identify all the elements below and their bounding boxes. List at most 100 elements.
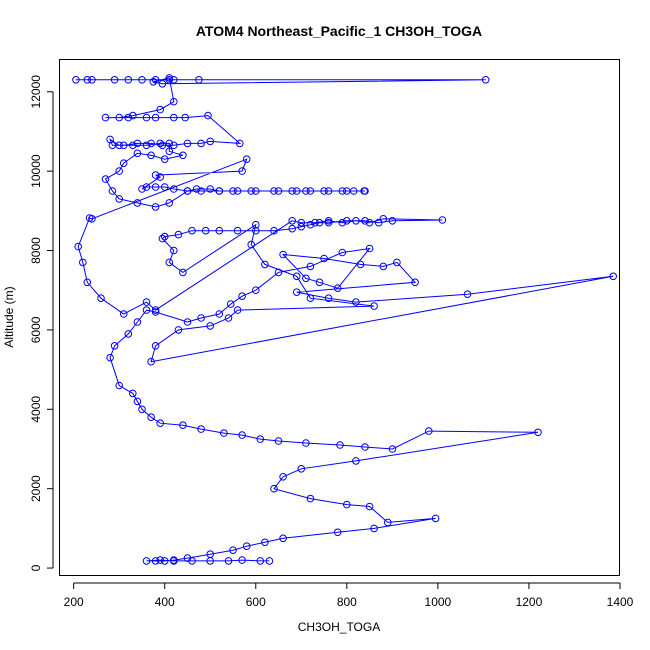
data-point [224, 314, 233, 322]
series-layer [72, 74, 618, 565]
y-tick-label: 6000 [29, 316, 43, 343]
data-point [247, 187, 255, 195]
data-point [463, 290, 472, 299]
data-point [233, 306, 242, 314]
data-point [115, 381, 123, 390]
data-point [165, 139, 174, 148]
data-point [338, 218, 347, 227]
data-point [83, 278, 92, 287]
data-point [119, 159, 128, 167]
data-point [306, 294, 315, 303]
y-tick-label: 4000 [29, 396, 43, 423]
data-point [110, 342, 119, 350]
data-point [179, 268, 187, 277]
data-point [256, 435, 265, 443]
data-point [534, 428, 542, 437]
data-point [238, 556, 246, 564]
data-point [360, 187, 368, 195]
data-point [106, 353, 114, 362]
data-point [106, 135, 114, 144]
data-point [142, 306, 151, 314]
data-point [297, 465, 306, 473]
data-point [108, 187, 117, 195]
x-tick-label: 1000 [425, 595, 452, 609]
series-line [75, 77, 614, 562]
data-point [349, 187, 358, 195]
y-tick-label: 12000 [29, 75, 43, 109]
data-point [306, 262, 315, 271]
data-point [188, 557, 196, 565]
x-tick-label: 200 [64, 595, 84, 609]
data-point [306, 220, 315, 229]
data-point [85, 214, 94, 222]
data-point [252, 220, 260, 229]
data-point [270, 226, 278, 235]
data-point [156, 173, 164, 181]
data-point [156, 556, 164, 564]
data-point [306, 187, 315, 195]
data-point [270, 187, 278, 195]
data-point [365, 244, 374, 253]
data-point [183, 187, 192, 195]
data-point [242, 155, 251, 163]
x-tick-label: 1200 [516, 595, 543, 609]
data-point [129, 141, 137, 150]
data-point [83, 76, 92, 84]
data-point [215, 310, 224, 318]
data-point [170, 185, 178, 193]
data-point [142, 141, 151, 150]
data-point [279, 534, 287, 543]
data-point [343, 500, 351, 509]
data-point [124, 113, 133, 122]
data-point [297, 218, 306, 227]
data-point [302, 187, 310, 195]
data-point [343, 217, 351, 225]
data-point [302, 439, 310, 447]
data-point [233, 226, 242, 235]
data-point [142, 113, 151, 122]
data-point [149, 78, 158, 86]
data-point [165, 199, 174, 207]
x-tick-label: 800 [337, 595, 357, 609]
data-point [333, 284, 342, 293]
data-point [142, 557, 151, 565]
data-point [74, 242, 82, 251]
data-point [320, 187, 328, 195]
data-point [124, 76, 133, 84]
plot-area [59, 59, 620, 576]
data-point [274, 268, 283, 277]
data-point [256, 557, 265, 565]
data-point [195, 76, 203, 84]
data-point [147, 357, 155, 366]
x-axis: 200 400 600 800 1000 1200 1400 [64, 582, 634, 609]
data-point [206, 557, 214, 565]
data-point [138, 185, 146, 193]
data-point [352, 298, 360, 306]
data-point [115, 167, 123, 175]
data-point [129, 111, 137, 120]
data-point [174, 230, 183, 239]
data-point [151, 171, 160, 179]
data-point [265, 557, 274, 565]
data-point [229, 187, 237, 195]
data-point [288, 187, 297, 195]
data-point [302, 274, 310, 283]
data-point [88, 76, 96, 84]
data-point [324, 294, 333, 303]
data-point [204, 111, 212, 120]
data-point [261, 260, 269, 269]
data-point [197, 187, 205, 195]
data-point [170, 246, 178, 255]
data-point [156, 105, 164, 114]
data-point [374, 218, 383, 227]
data-point [97, 294, 105, 303]
data-point [388, 217, 397, 225]
data-point [274, 187, 283, 195]
data-point [306, 494, 315, 503]
data-point [147, 151, 155, 160]
data-point [292, 187, 301, 195]
data-point [279, 250, 287, 259]
data-point [206, 137, 214, 146]
data-point [338, 187, 347, 195]
data-point [147, 413, 155, 422]
